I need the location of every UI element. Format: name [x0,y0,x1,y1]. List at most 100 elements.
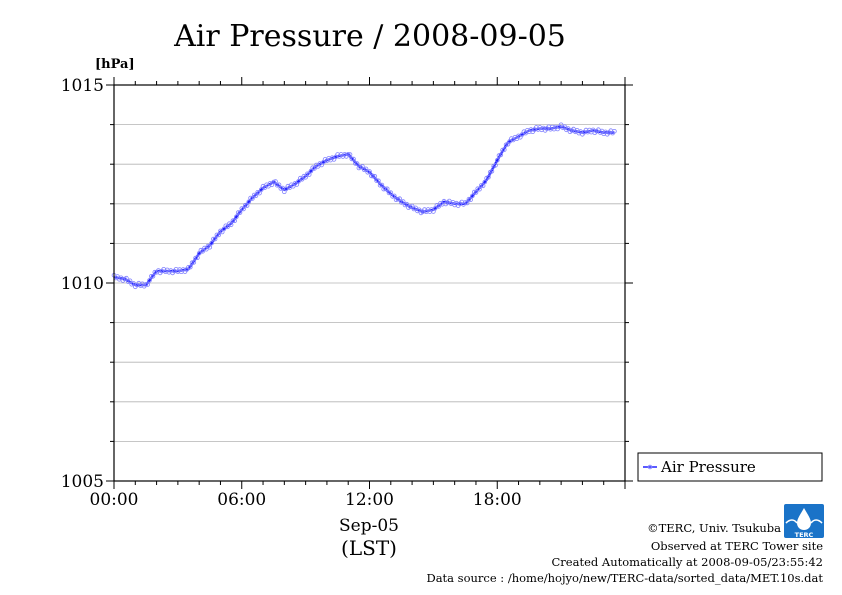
data-point [131,281,136,286]
x-tick-label: 18:00 [473,490,522,510]
data-point [386,190,392,196]
data-point [214,232,220,238]
data-point [235,210,241,215]
data-point [612,129,617,134]
data-point [473,190,479,195]
data-point [145,282,151,287]
data-point [374,178,379,183]
data-point [480,183,486,189]
data-point [250,196,255,201]
y-tick-label: 1010 [61,274,104,294]
y-tick-label: 1015 [61,76,104,96]
data-point [397,196,403,202]
data-point [464,200,470,206]
data-point [195,255,200,261]
site-text: Observed at TERC Tower site [651,539,823,553]
data-point [244,203,250,208]
legend-marker [647,464,653,470]
x-tick-label: 12:00 [345,490,394,510]
data-point [273,179,278,184]
data-point [276,182,282,188]
data-point [124,275,129,281]
x-axis-date-label: Sep-05 [339,516,399,536]
data-point [232,218,238,224]
data-point [468,197,473,203]
data-point [212,236,218,242]
data-point [354,161,360,166]
data-point [370,173,376,179]
data-point [147,278,152,283]
data-point [379,182,385,188]
wave-icon [785,519,823,524]
data-point [257,190,262,196]
data-point [367,169,372,174]
data-point [349,156,355,162]
data-point [482,179,488,185]
legend-label: Air Pressure [660,458,756,476]
data-point [191,260,197,265]
data-point [471,189,477,195]
data-point [207,244,213,250]
data-point [352,161,358,166]
data-point [388,190,394,196]
data-point [303,175,308,180]
legend-box [637,452,823,482]
data-point [186,264,191,270]
data-point [150,273,156,279]
data-point [383,186,388,192]
data-point [498,152,504,158]
logo-text: TERC [795,531,814,539]
x-tick-label: 00:00 [90,490,139,510]
source-text: Data source : /home/hojyo/new/TERC-data/… [426,571,823,585]
data-point [501,147,507,152]
data-point [312,166,317,171]
series-line [113,125,615,287]
x-tick-labels: 00:00 06:00 12:00 18:00 [90,490,522,510]
created-text: Created Automatically at 2008-09-05/23:5… [552,555,824,569]
copyright-text: ©TERC, Univ. Tsukuba [647,521,781,535]
data-point [493,163,498,168]
data-point [230,218,236,224]
data-point [149,273,154,279]
x-tick-label: 06:00 [217,490,266,510]
chart-title: Air Pressure / 2008-09-05 [173,19,566,54]
data-point [243,202,248,208]
data-point [377,182,383,188]
data-point [391,193,397,199]
data-point [478,183,484,188]
data-point [345,152,351,157]
data-point [253,193,259,199]
grid-lines [114,124,625,442]
data-point [306,172,312,177]
data-point [308,168,314,174]
data-point [489,169,495,174]
legend: Air Pressure [637,452,823,482]
data-point [189,260,195,266]
data-point [376,178,381,184]
data-point [237,210,243,215]
x-axis-zone-label: (LST) [341,536,397,560]
data-point [241,206,246,212]
data-point [360,164,365,169]
data-point [494,157,500,163]
terc-logo: TERC [784,504,824,539]
data-point [246,199,252,205]
series-air-pressure [111,122,617,290]
data-point [152,269,158,275]
data-point [209,240,214,246]
data-point [143,282,149,287]
data-point [372,174,378,179]
data-point [462,200,468,205]
y-tick-labels: 1005 1010 1015 [61,76,104,492]
axis-ticks [106,77,633,489]
water-drop-icon [797,508,811,530]
data-point [234,214,239,220]
data-point [470,193,475,199]
y-axis-unit: [hPa] [95,57,135,72]
data-point [216,232,222,238]
data-point [193,255,198,261]
data-point [400,199,406,204]
data-point [347,152,353,157]
data-point [477,186,482,192]
